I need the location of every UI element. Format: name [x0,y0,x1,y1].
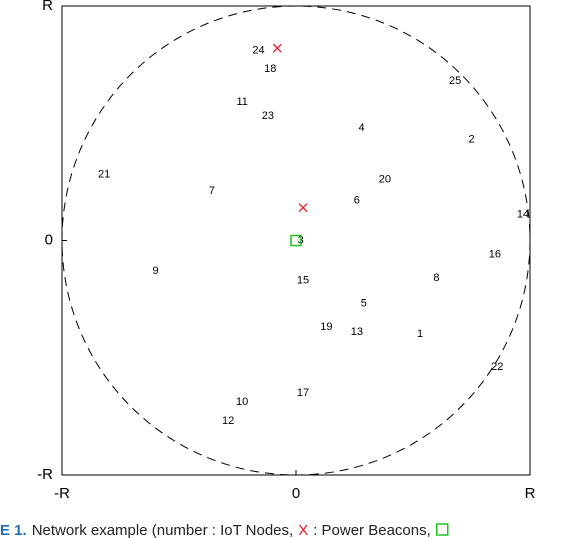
iot-node: 15 [297,274,309,286]
y-tick-label: R [42,0,53,14]
iot-node: 6 [354,195,360,207]
iot-node: 20 [379,173,391,185]
power-beacon [298,203,308,213]
iot-node: 11 [236,96,247,108]
iot-node: 5 [361,298,367,310]
iot-node: 24 [252,44,264,56]
iot-node: 14 [517,209,529,221]
iot-node: 10 [236,396,248,408]
caption-text: Network example (number : IoT Nodes, [32,522,294,538]
iot-node: 12 [222,415,234,427]
iot-node: 9 [153,265,159,277]
y-tick-label: 0 [45,231,53,248]
iot-node: 7 [209,185,215,197]
beacon-stroke [298,203,308,213]
caption-label: E 1. [0,522,27,538]
iot-node: 18 [264,63,276,75]
iot-node: 19 [320,321,332,333]
iot-node: 25 [449,75,461,87]
iot-node: 21 [98,169,110,181]
iot-node: 4 [358,122,364,134]
iot-node: 1 [417,328,423,340]
x-tick-label: -R [54,485,70,502]
y-tick-label: -R [37,466,53,483]
iot-node: 22 [491,361,503,373]
beacon-stroke [272,43,282,53]
caption-text: : Power Beacons, [313,522,431,538]
caption-base-symbol [436,523,449,536]
power-beacon [272,43,282,53]
iot-node: 2 [468,134,474,146]
iot-node: 16 [489,248,501,260]
iot-node: 23 [262,110,274,122]
iot-node: 17 [297,387,309,399]
x-tick-label: 0 [292,485,300,502]
caption: E 1. Network example (number : IoT Nodes,… [0,522,431,538]
iot-node: 13 [351,326,363,338]
caption-beacon-symbol: X [298,522,308,538]
iot-node: 8 [433,272,439,284]
base-station [290,234,302,247]
x-tick-label: R [525,485,536,502]
